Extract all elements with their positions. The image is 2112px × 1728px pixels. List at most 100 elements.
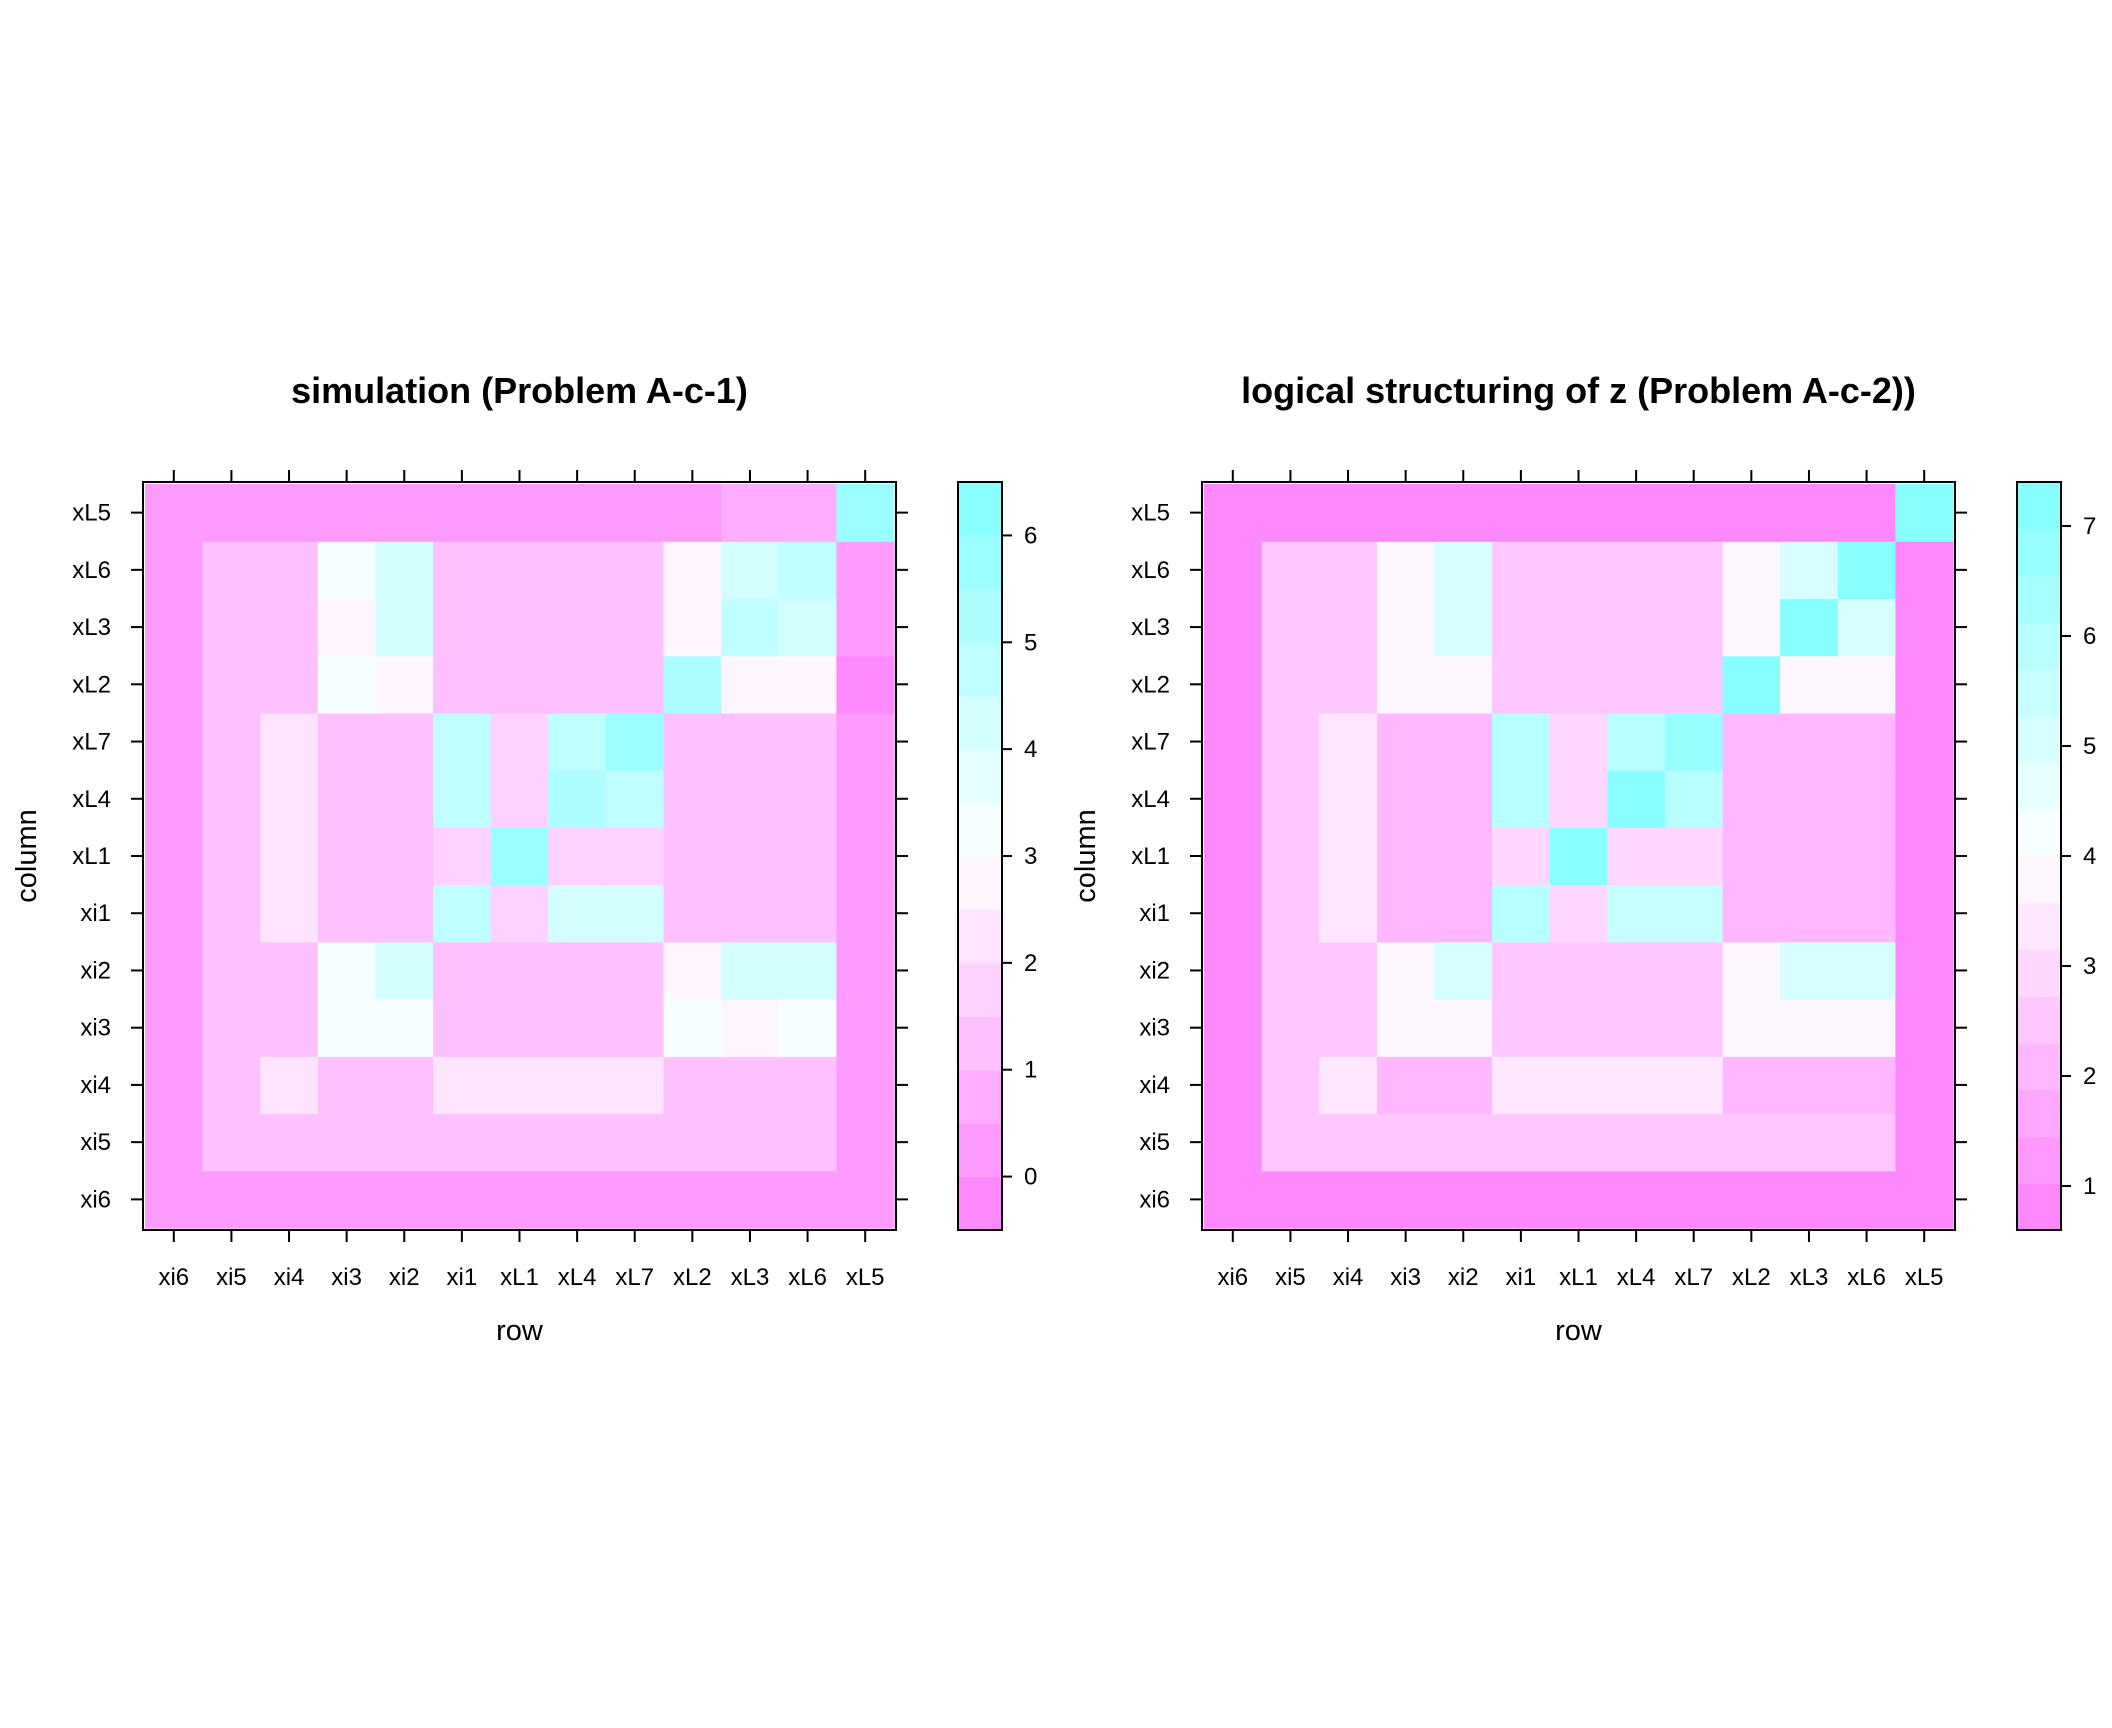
colorbar-level [958, 1123, 1002, 1178]
colorbar-level [2017, 715, 2061, 764]
heatmap-cell [1434, 884, 1493, 943]
heatmap-cell [260, 1170, 319, 1229]
heatmap-cell [202, 827, 261, 886]
heatmap-cell [433, 1170, 492, 1229]
heatmap-cell [433, 884, 492, 943]
colorbar-level [958, 695, 1002, 750]
colorbar-tick-label: 1 [2083, 1173, 2096, 1200]
colorbar-level [2017, 575, 2061, 623]
heatmap-cell [1261, 541, 1320, 600]
heatmap-cell [1204, 1056, 1263, 1115]
heatmap-cell [1204, 1170, 1263, 1229]
heatmap-cell [375, 598, 434, 657]
y-tick-label: xi1 [1139, 900, 1170, 927]
x-tick-label: xi1 [1506, 1264, 1537, 1291]
heatmap-cell [1549, 884, 1608, 943]
heatmap-cell [1434, 712, 1493, 771]
heatmap-cell [1492, 541, 1551, 600]
heatmap-cell [778, 598, 837, 657]
heatmap-cell [1434, 941, 1493, 1000]
colorbar-tick-label: 2 [2083, 1063, 2096, 1090]
y-tick-label: xL6 [1131, 557, 1170, 584]
x-tick-label: xi5 [216, 1264, 247, 1291]
y-tick-label: xi5 [80, 1129, 111, 1156]
heatmap-cell [145, 655, 204, 714]
colorbar-tick-label: 0 [1024, 1164, 1037, 1191]
heatmap-cell [260, 1056, 319, 1115]
colorbar-level [958, 1016, 1002, 1071]
colorbar-level [2017, 1043, 2061, 1091]
heatmap-cell [836, 655, 895, 714]
heatmap-cell [145, 1113, 204, 1172]
heatmap-cell [433, 598, 492, 657]
heatmap-cell [1492, 1113, 1551, 1172]
colorbar-level [2017, 762, 2061, 810]
heatmap-cell [1837, 770, 1896, 828]
heatmap-cell [1434, 484, 1493, 542]
heatmap-cell [433, 712, 492, 771]
heatmap-cell [1722, 655, 1781, 714]
x-tick-label: xL5 [1905, 1264, 1944, 1291]
colorbar-tick-label: 5 [2083, 733, 2096, 760]
heatmap-cell [260, 655, 319, 714]
heatmap-cell [1837, 655, 1896, 714]
heatmap-cell [663, 541, 722, 600]
heatmap-cell [1664, 941, 1724, 1000]
heatmap-cell [375, 541, 434, 600]
heatmap-cell [202, 541, 261, 600]
heatmap-cell [1549, 827, 1608, 886]
heatmap-cell [490, 598, 549, 657]
colorbar-level [2017, 902, 2061, 951]
heatmap-cell [490, 541, 549, 600]
heatmap-cell [721, 1113, 780, 1172]
heatmap-cell [145, 598, 204, 657]
heatmap-cell [490, 655, 549, 714]
heatmap-cell [721, 1056, 780, 1115]
heatmap-cell [778, 712, 837, 771]
heatmap-cell [145, 712, 204, 771]
heatmap-cell [317, 884, 377, 943]
heatmap-cell [836, 1170, 895, 1229]
heatmap-cell [1319, 484, 1378, 542]
x-tick-label: xL1 [500, 1264, 539, 1291]
colorbar: 0 1 2 3 4 5 6 [957, 481, 1037, 1231]
heatmap-cell [1319, 827, 1378, 886]
heatmap-cell [145, 1056, 204, 1115]
heatmap-cell [202, 598, 261, 657]
x-tick-label: xi4 [274, 1264, 305, 1291]
heatmap-cell [1261, 770, 1320, 828]
heatmap-cell [260, 541, 319, 600]
y-tick-label: xL4 [72, 786, 111, 813]
heatmap-cell [1837, 712, 1896, 771]
colorbar-tick-label: 3 [1024, 843, 1037, 870]
colorbar-level [2017, 622, 2061, 670]
heatmap-cell [836, 1113, 895, 1172]
heatmap-cell [1607, 941, 1666, 1000]
colorbar-level [958, 802, 1002, 857]
colorbar-tick-label: 4 [2083, 843, 2096, 870]
heatmap-cell [490, 827, 549, 886]
heatmap-cell [778, 999, 837, 1057]
heatmap-cell [1492, 655, 1551, 714]
heatmap-cell [1780, 1113, 1839, 1172]
colorbar-level [2017, 856, 2061, 904]
colorbar-level [2017, 528, 2061, 577]
heatmap-cell [548, 541, 607, 600]
heatmap-cell [375, 712, 434, 771]
heatmap-cell [1664, 770, 1724, 828]
heatmap-cell [836, 712, 895, 771]
heatmap-cell [778, 484, 837, 542]
heatmap-cell [663, 1113, 722, 1172]
heatmap-cell [1664, 484, 1724, 542]
heatmap-cell [548, 1170, 607, 1229]
heatmap-cell [1722, 999, 1781, 1057]
heatmap-cell [721, 999, 780, 1057]
colorbar-level [2017, 482, 2061, 530]
heatmap-cell [548, 1056, 607, 1115]
x-tick-label: xi6 [158, 1264, 189, 1291]
heatmap-cell [778, 1113, 837, 1172]
heatmap-cell [1549, 770, 1608, 828]
x-tick-label: xL6 [1847, 1264, 1886, 1291]
heatmap-cell [1549, 541, 1608, 600]
heatmap-cell [1204, 712, 1263, 771]
